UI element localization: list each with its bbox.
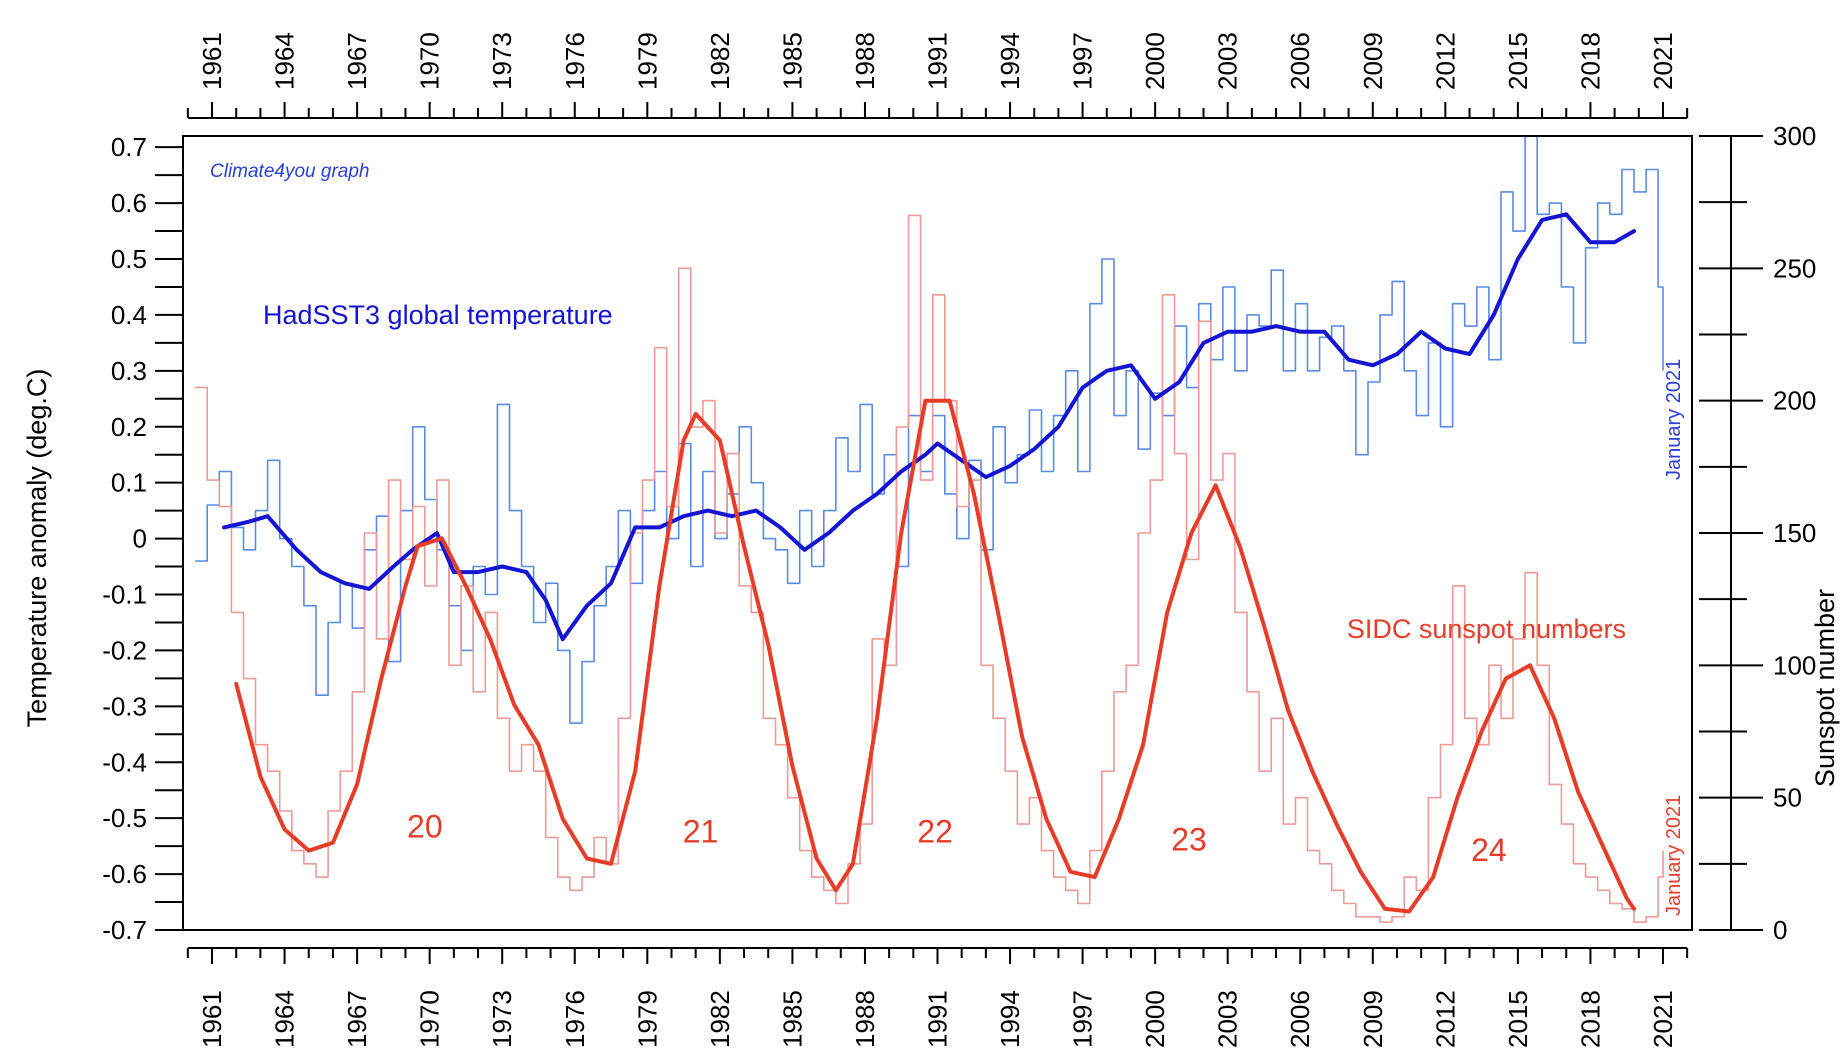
x-tick-label-top: 1976 [560, 32, 590, 90]
y-left-tick-label: -0.1 [102, 580, 147, 610]
y-right-tick-label: 150 [1773, 518, 1816, 548]
y-right-tick-label: 0 [1773, 915, 1787, 945]
x-tick-label-top: 1988 [850, 32, 880, 90]
cycle-number-label: 22 [917, 814, 953, 850]
x-tick-label-top: 2018 [1575, 32, 1605, 90]
x-tick-label-top: 1979 [632, 32, 662, 90]
x-tick-label-top: 2012 [1430, 32, 1460, 90]
y-left-tick-label: 0.6 [111, 188, 147, 218]
x-tick-label-top: 1967 [342, 32, 372, 90]
x-tick-label-bottom: 2000 [1140, 990, 1170, 1048]
x-tick-label-top: 1985 [777, 32, 807, 90]
x-tick-label-top: 1973 [487, 32, 517, 90]
y-left-tick-label: 0.4 [111, 300, 147, 330]
y-left-tick-label: 0.2 [111, 412, 147, 442]
y-right-tick-label: 250 [1773, 253, 1816, 283]
x-tick-label-top: 1961 [197, 32, 227, 90]
x-tick-label-bottom: 1979 [632, 990, 662, 1048]
y-right-tick-label: 100 [1773, 650, 1816, 680]
x-tick-label-top: 1970 [415, 32, 445, 90]
x-tick-label-top: 1991 [923, 32, 953, 90]
x-tick-label-bottom: 1964 [270, 990, 300, 1048]
x-tick-label-bottom: 2012 [1430, 990, 1460, 1048]
smoothed-series-group [222, 212, 1636, 914]
x-tick-label-top: 1982 [705, 32, 735, 90]
y-left-tick-label: -0.7 [102, 915, 147, 945]
x-tick-label-bottom: 2021 [1648, 990, 1678, 1048]
x-tick-label-bottom: 1976 [560, 990, 590, 1048]
x-tick-label-bottom: 1994 [995, 990, 1025, 1048]
y-left-tick-label: -0.3 [102, 691, 147, 721]
x-tick-label-top: 2009 [1358, 32, 1388, 90]
x-tick-label-bottom: 1982 [705, 990, 735, 1048]
x-tick-label-bottom: 1961 [197, 990, 227, 1048]
x-tick-label-bottom: 1985 [777, 990, 807, 1048]
y-left-tick-label: -0.6 [102, 859, 147, 889]
x-tick-label-top: 2021 [1648, 32, 1678, 90]
x-tick-label-bottom: 1973 [487, 990, 517, 1048]
sunspot-smoothed-line [234, 398, 1636, 914]
x-tick-label-bottom: 1991 [923, 990, 953, 1048]
y-left-tick-label: 0.3 [111, 356, 147, 386]
y-left-tick-label: -0.2 [102, 635, 147, 665]
x-tick-label-top: 2000 [1140, 32, 1170, 90]
x-tick-label-bottom: 2009 [1358, 990, 1388, 1048]
temperature-smoothed-line [222, 212, 1636, 642]
x-tick-label-top: 1994 [995, 32, 1025, 90]
x-tick-label-bottom: 1970 [415, 990, 445, 1048]
y-left-tick-label: 0.5 [111, 244, 147, 274]
y-right-tick-label: 200 [1773, 386, 1816, 416]
y-left-tick-label: -0.4 [102, 747, 147, 777]
cycle-number-label: 24 [1471, 832, 1507, 868]
sunspot-series-label: SIDC sunspot numbers [1347, 614, 1626, 644]
x-tick-label-top: 1964 [270, 32, 300, 90]
x-tick-label-top: 1997 [1068, 32, 1098, 90]
cycle-number-label: 21 [683, 814, 719, 850]
temperature-end-label: January 2021 [1663, 359, 1685, 480]
y-right-tick-label: 50 [1773, 783, 1802, 813]
plot-frame [182, 135, 1693, 931]
y-left-tick-label: 0 [133, 524, 147, 554]
watermark: Climate4you graph [210, 161, 369, 182]
x-tick-label-bottom: 2018 [1575, 990, 1605, 1048]
y-left-axis-title: Temperature anomaly (deg.C) [22, 369, 52, 728]
x-tick-label-bottom: 2015 [1503, 990, 1533, 1048]
y-left-tick-label: 0.1 [111, 468, 147, 498]
x-tick-label-bottom: 2006 [1285, 990, 1315, 1048]
y-left-tick-label: -0.5 [102, 803, 147, 833]
axis-ticks [155, 102, 1763, 964]
y-right-tick-label: 300 [1773, 121, 1816, 151]
x-tick-label-top: 2006 [1285, 32, 1315, 90]
temperature-series-label: HadSST3 global temperature [263, 300, 613, 330]
tick-labels-group: 1961 1961 1964 1964 1967 1967 1970 1970 1973 1973… [102, 32, 1816, 1048]
x-tick-label-bottom: 1988 [850, 990, 880, 1048]
sunspot-end-label: January 2021 [1663, 795, 1685, 916]
cycle-number-label: 20 [407, 808, 443, 844]
x-tick-label-bottom: 1967 [342, 990, 372, 1048]
sunspot-raw-line [195, 214, 1664, 923]
x-tick-label-bottom: 1997 [1068, 990, 1098, 1048]
raw-series-group [195, 135, 1664, 923]
x-tick-label-top: 2003 [1213, 32, 1243, 90]
x-tick-label-bottom: 2003 [1213, 990, 1243, 1048]
cycle-number-label: 23 [1171, 822, 1207, 858]
x-tick-label-top: 2015 [1503, 32, 1533, 90]
y-left-tick-label: 0.7 [111, 132, 147, 162]
y-right-axis-title: Sunspot number [1810, 589, 1840, 787]
